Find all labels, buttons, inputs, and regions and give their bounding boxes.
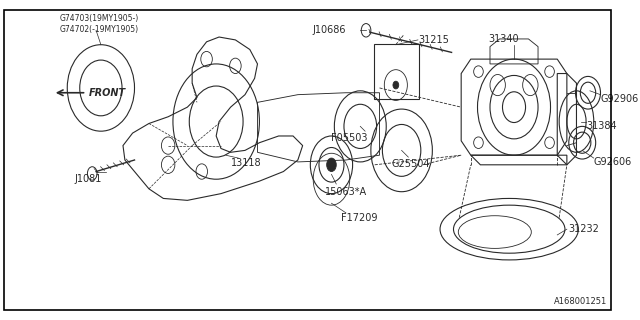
Text: G25504: G25504 [392,159,431,169]
Text: G74703(19MY1905-): G74703(19MY1905-) [60,14,139,23]
Text: F05503: F05503 [332,133,368,143]
Text: FRONT: FRONT [88,88,125,98]
Text: A168001251: A168001251 [554,297,607,306]
Text: 31340: 31340 [488,34,518,44]
Text: G74702(-19MY1905): G74702(-19MY1905) [60,25,139,34]
Text: J1081: J1081 [75,174,102,184]
Text: 31384: 31384 [586,121,617,132]
Text: 31232: 31232 [569,224,600,234]
Ellipse shape [393,81,399,89]
Text: J10686: J10686 [312,25,346,35]
Text: F17209: F17209 [341,213,378,223]
Text: 13118: 13118 [230,158,261,168]
Text: G92606: G92606 [594,157,632,167]
Ellipse shape [326,158,336,172]
Text: 15063*A: 15063*A [324,187,367,197]
Text: G92906: G92906 [600,93,639,103]
Text: 31215: 31215 [418,35,449,45]
